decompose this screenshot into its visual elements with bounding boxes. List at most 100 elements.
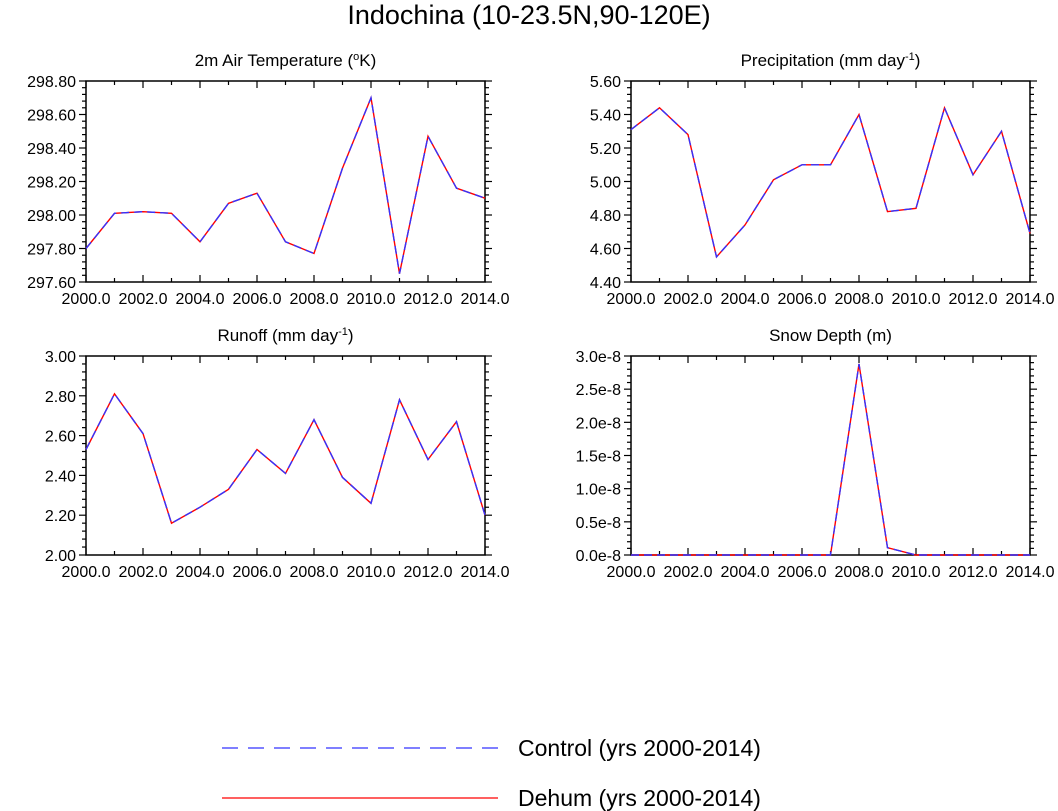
chart-panel-3: Runoff (mm day-1) 2000.0 2002.0 2004.0 2006.… [45, 326, 510, 581]
panel-title-superscript: -1 [338, 326, 348, 338]
y-tick-label: 2.20 [45, 508, 76, 525]
x-tick-label: 2002.0 [119, 291, 168, 308]
panel-title-superscript: o [353, 51, 359, 63]
x-tick-label: 2012.0 [404, 291, 453, 308]
x-tick-label: 2006.0 [233, 291, 282, 308]
y-axis: 297.60 297.80 298.00 298.20 298.40 298.60 298.… [27, 74, 492, 292]
series-line-dehum [631, 363, 1030, 556]
x-tick-label: 2010.0 [347, 291, 396, 308]
panel-title-text: 2m Air Temperature ( [195, 51, 354, 70]
x-tick-label: 2012.0 [404, 564, 453, 581]
series-line-control [85, 392, 486, 525]
x-tick-label: 2010.0 [892, 291, 941, 308]
panel-title: Precipitation (mm day-1) [741, 51, 921, 70]
x-tick-label: 2000.0 [607, 291, 656, 308]
legend: Control (yrs 2000-2014) Dehum (yrs 2000-2… [222, 735, 761, 811]
x-tick-label: 2000.0 [62, 291, 111, 308]
x-tick-label: 2012.0 [949, 564, 998, 581]
x-tick-label: 2014.0 [1006, 291, 1055, 308]
x-axis: 2000.0 2002.0 2004.0 2006.0 2008.0 2010.0 2012… [607, 81, 1055, 308]
x-tick-label: 2004.0 [721, 291, 770, 308]
y-tick-label: 4.40 [590, 275, 621, 292]
x-tick-label: 2002.0 [664, 564, 713, 581]
panel-title: 2m Air Temperature (oK) [195, 51, 377, 70]
x-axis: 2000.0 2002.0 2004.0 2006.0 2008.0 2010.0 2012… [62, 356, 510, 581]
y-tick-label: 2.00 [45, 548, 76, 565]
panel-title-superscript: -1 [905, 51, 915, 63]
y-axis: 0.0e-8 0.5e-8 1.0e-8 1.5e-8 2.0e-8 2.5e-8 3.0e… [576, 349, 1037, 565]
x-tick-label: 2014.0 [1006, 564, 1055, 581]
panel-title: Runoff (mm day-1) [217, 326, 353, 345]
y-tick-label: 5.20 [590, 141, 621, 158]
x-tick-label: 2006.0 [778, 291, 827, 308]
x-tick-label: 2000.0 [607, 564, 656, 581]
panel-title-tail: K) [359, 51, 376, 70]
series-line-control [85, 95, 486, 274]
x-tick-label: 2006.0 [778, 564, 827, 581]
x-axis: 2000.0 2002.0 2004.0 2006.0 2008.0 2010.0 2012… [62, 81, 510, 308]
y-tick-label: 5.40 [590, 108, 621, 125]
x-tick-label: 2002.0 [664, 291, 713, 308]
x-tick-label: 2006.0 [233, 564, 282, 581]
panel-title-text: Snow Depth (m) [769, 326, 892, 345]
y-tick-label: 5.60 [590, 74, 621, 91]
y-tick-label: 4.60 [590, 242, 621, 259]
panel-title-tail: ) [915, 51, 921, 70]
y-tick-label: 298.80 [27, 74, 76, 91]
x-tick-label: 2008.0 [290, 291, 339, 308]
y-tick-label: 2.5e-8 [576, 382, 621, 399]
x-tick-label: 2012.0 [949, 291, 998, 308]
legend-item: Control (yrs 2000-2014) [222, 735, 761, 761]
y-tick-label: 2.60 [45, 429, 76, 446]
x-tick-label: 2000.0 [62, 564, 111, 581]
series-line-dehum [85, 95, 486, 274]
chart-panel-1: 2m Air Temperature (oK) 2000.0 2002.0 2004.… [27, 51, 510, 308]
y-axis: 2.00 2.20 2.40 2.60 2.80 3.00 [45, 349, 492, 565]
panel-title-text: Runoff (mm day [217, 326, 338, 345]
x-tick-label: 2010.0 [347, 564, 396, 581]
panel-title-text: Precipitation (mm day [741, 51, 906, 70]
x-tick-label: 2014.0 [461, 564, 510, 581]
x-tick-label: 2004.0 [176, 291, 225, 308]
y-tick-label: 298.60 [27, 108, 76, 125]
y-tick-label: 298.40 [27, 141, 76, 158]
x-tick-label: 2008.0 [835, 291, 884, 308]
series-line-dehum [85, 392, 486, 525]
x-tick-label: 2002.0 [119, 564, 168, 581]
y-tick-label: 3.0e-8 [576, 349, 621, 366]
y-tick-label: 298.20 [27, 175, 76, 192]
y-tick-label: 298.00 [27, 208, 76, 225]
y-tick-label: 2.0e-8 [576, 415, 621, 432]
series-line-dehum [630, 105, 1031, 259]
plot-frame [630, 355, 1031, 556]
y-tick-label: 297.80 [27, 242, 76, 259]
plot-frame [85, 80, 486, 283]
y-tick-label: 4.80 [590, 208, 621, 225]
legend-label: Control (yrs 2000-2014) [518, 735, 761, 761]
y-tick-label: 2.40 [45, 468, 76, 485]
y-tick-label: 0.0e-8 [576, 548, 621, 565]
series-line-control [631, 363, 1030, 556]
x-tick-label: 2010.0 [892, 564, 941, 581]
legend-item: Dehum (yrs 2000-2014) [222, 785, 761, 811]
plot-frame [630, 80, 1031, 283]
x-tick-label: 2004.0 [176, 564, 225, 581]
y-tick-label: 0.5e-8 [576, 515, 621, 532]
x-tick-label: 2014.0 [461, 291, 510, 308]
x-tick-label: 2004.0 [721, 564, 770, 581]
x-tick-label: 2008.0 [835, 564, 884, 581]
chart-panel-2: Precipitation (mm day-1) 2000.0 2002.0 2004… [590, 51, 1055, 308]
y-tick-label: 5.00 [590, 175, 621, 192]
y-tick-label: 1.5e-8 [576, 449, 621, 466]
x-tick-label: 2008.0 [290, 564, 339, 581]
chart-panel-4: Snow Depth (m)2000.0 2002.0 2004.0 2006.0 20… [576, 326, 1055, 581]
y-tick-label: 2.80 [45, 389, 76, 406]
y-tick-label: 3.00 [45, 349, 76, 366]
x-axis: 2000.0 2002.0 2004.0 2006.0 2008.0 2010.0 2012… [607, 356, 1055, 581]
y-tick-label: 1.0e-8 [576, 482, 621, 499]
y-tick-label: 297.60 [27, 275, 76, 292]
panel-title-tail: ) [348, 326, 354, 345]
legend-label: Dehum (yrs 2000-2014) [518, 785, 761, 811]
series-line-control [630, 105, 1031, 259]
